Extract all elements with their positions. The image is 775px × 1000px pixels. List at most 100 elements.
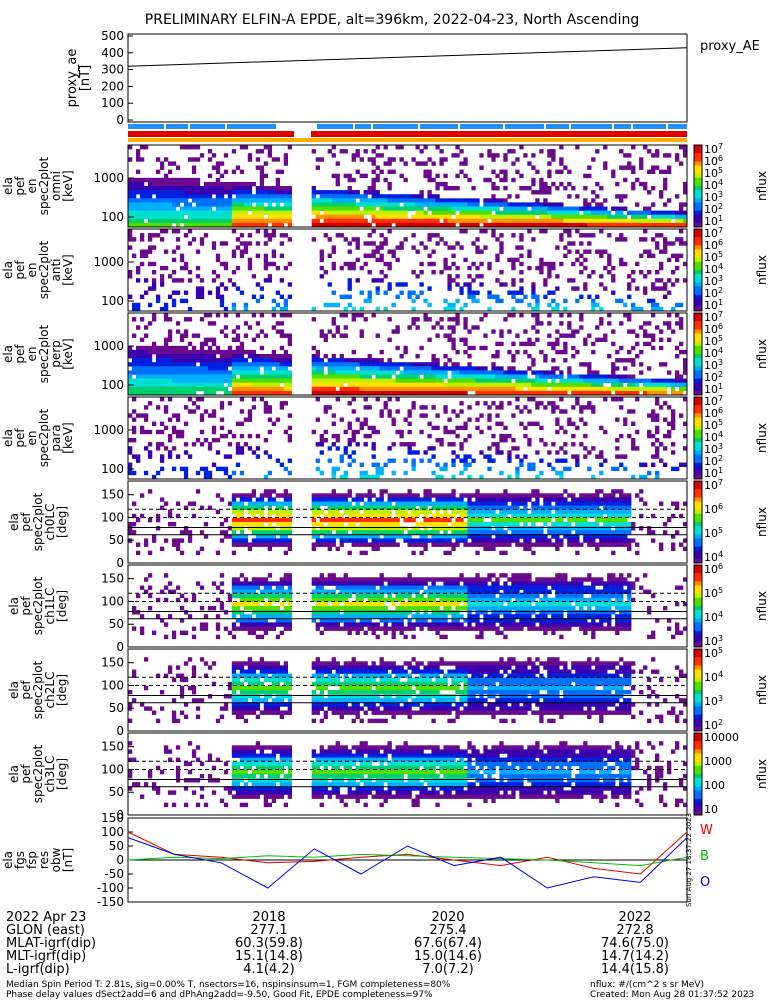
spectrogram-cell xyxy=(439,466,444,472)
spectrogram-cell xyxy=(343,497,348,502)
spectrogram-cell xyxy=(251,405,257,410)
spectrogram-cell xyxy=(419,413,424,418)
spectrogram-cell xyxy=(263,517,269,523)
spectrogram-cell xyxy=(411,321,416,326)
spectrogram-cell xyxy=(163,157,169,162)
spectrogram-cell xyxy=(379,241,384,246)
spectrogram-cell xyxy=(451,530,456,535)
spectrogram-cell xyxy=(643,386,648,392)
spectrogram-cell xyxy=(339,390,344,396)
spectrogram-cell xyxy=(403,210,408,215)
spectrogram-cell xyxy=(455,366,460,371)
spectrogram-cell xyxy=(175,349,181,355)
spectrogram-cell xyxy=(199,341,205,347)
spectrogram-cell xyxy=(495,446,500,451)
spectrogram-cell xyxy=(387,317,392,322)
spectrogram-cell xyxy=(439,370,444,375)
spectrogram-cell xyxy=(155,429,161,435)
spectrogram-cell xyxy=(387,370,392,375)
spectrogram-cell xyxy=(207,370,213,375)
spectrogram-cell xyxy=(351,218,356,224)
spectrogram-cell xyxy=(283,390,289,396)
spectrogram-cell xyxy=(403,442,408,447)
spectrogram-cell xyxy=(271,501,277,506)
spectrogram-cell xyxy=(615,466,620,472)
spectrogram-cell xyxy=(415,222,420,228)
spectrogram-cell xyxy=(447,417,452,422)
spectrogram-cell xyxy=(639,222,644,228)
spectrogram-cell xyxy=(283,366,289,371)
spectrogram-cell xyxy=(391,470,396,476)
spectrogram-cell xyxy=(175,378,181,383)
proxy-ytick-label: 500 xyxy=(101,29,124,43)
spectrogram-cell xyxy=(371,522,376,527)
spectrogram-cell xyxy=(519,186,524,191)
spectrogram-cell xyxy=(459,198,464,203)
spectrogram-cell xyxy=(199,290,205,295)
spectrogram-cell xyxy=(191,358,197,363)
spectrogram-cell xyxy=(251,218,257,224)
spectrogram-cell xyxy=(675,354,680,359)
spectrogram-cell xyxy=(203,186,209,191)
spectrogram-cell xyxy=(263,374,269,379)
spectrogram-cell xyxy=(235,245,241,250)
spectrogram-cell xyxy=(427,509,432,515)
spectrogram-cell xyxy=(479,261,484,267)
spectrogram-cell xyxy=(155,157,161,162)
spectrogram-cell xyxy=(139,429,145,435)
spectrogram-cell xyxy=(439,526,444,531)
colorbar-segment xyxy=(694,202,702,207)
spectrogram-cell xyxy=(335,161,340,166)
spectrogram-cell xyxy=(619,218,624,224)
spectrogram-cell xyxy=(147,489,153,494)
spectrogram-cell xyxy=(451,345,456,351)
spectrogram-cell xyxy=(207,442,213,447)
spectrogram-cell xyxy=(683,446,688,451)
spectrogram-cell xyxy=(643,321,648,326)
spectrogram-cell xyxy=(447,198,452,203)
spectrogram-cell xyxy=(675,237,680,242)
spectrogram-cell xyxy=(359,214,364,220)
spectrogram-cell xyxy=(639,474,644,480)
spectrogram-cell xyxy=(415,522,420,527)
spectrogram-cell xyxy=(199,370,205,375)
spectrogram-cell xyxy=(199,413,205,418)
spectrogram-cell xyxy=(231,378,237,383)
spectrogram-cell xyxy=(251,542,257,547)
spectrogram-cell xyxy=(551,222,556,228)
spectrogram-cell xyxy=(427,501,432,506)
spectrogram-cell xyxy=(391,157,396,162)
spectrogram-cell xyxy=(131,370,137,375)
spectrogram-cell xyxy=(683,378,688,383)
spectrogram-cell xyxy=(331,517,336,523)
spectrogram-cell xyxy=(619,257,624,263)
spectrogram-cell xyxy=(443,261,448,267)
spectrogram-cell xyxy=(651,386,656,392)
spectrogram-cell xyxy=(551,390,556,396)
spectrogram-cell xyxy=(239,421,245,426)
spectrogram-cell xyxy=(359,538,364,543)
spectrogram-cell xyxy=(331,370,336,375)
spectrogram-cell xyxy=(579,218,584,224)
spectrogram-cell xyxy=(247,370,253,375)
spectrogram-cell xyxy=(335,210,340,215)
spectrogram-cell xyxy=(491,542,496,547)
spectrogram-cell xyxy=(211,186,217,191)
spectrogram-cell xyxy=(499,341,504,347)
spectrogram-cell xyxy=(607,270,612,275)
spectrogram-cell xyxy=(539,261,544,267)
spectrogram-cell xyxy=(391,214,396,220)
spectrogram-cell xyxy=(283,306,289,312)
spectrogram-cell xyxy=(163,173,169,179)
spectrogram-cell xyxy=(359,505,364,510)
spectrogram-cell xyxy=(455,530,460,535)
spectrogram-cell xyxy=(399,509,404,515)
spectrogram-cell xyxy=(243,222,249,228)
spectrogram-cell xyxy=(475,325,480,330)
spectrogram-cell xyxy=(131,190,137,195)
spectrogram-cell xyxy=(647,390,652,396)
spectrogram-cell xyxy=(615,298,620,304)
spectrogram-cell xyxy=(195,378,201,383)
spectrogram-cell xyxy=(371,278,376,283)
spectrogram-cell xyxy=(407,413,412,418)
